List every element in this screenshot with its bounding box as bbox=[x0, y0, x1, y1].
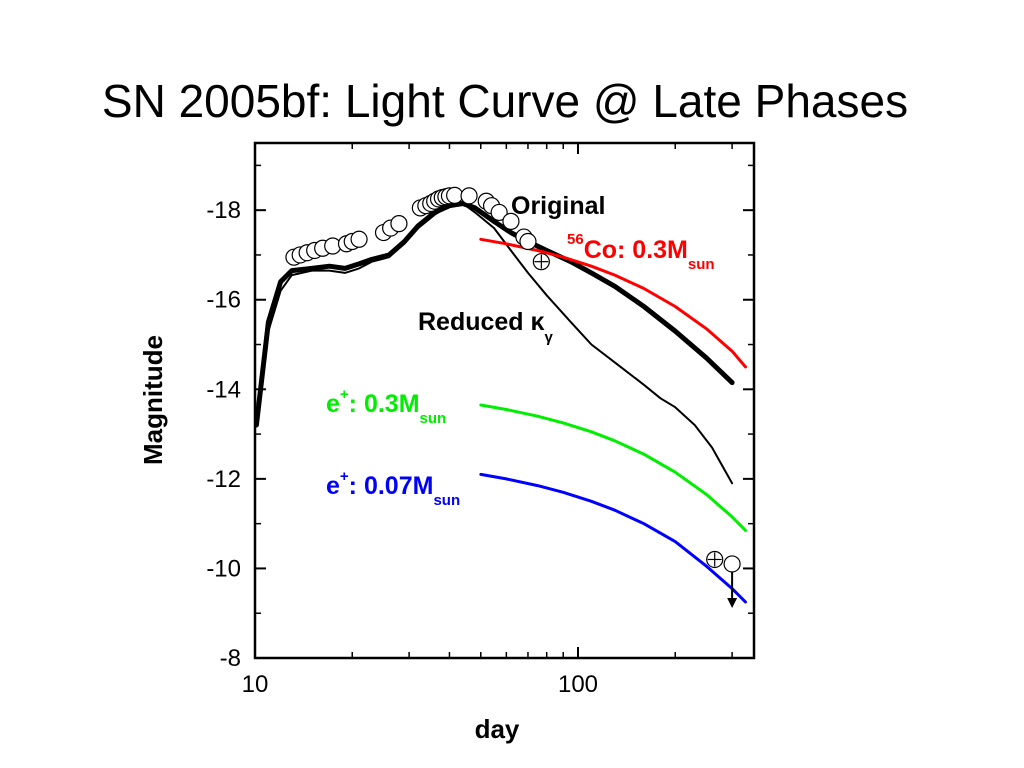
data-point bbox=[723, 555, 741, 573]
annotation-co56-sup: 56 bbox=[567, 231, 584, 248]
annotation-co56-sub: sun bbox=[688, 256, 715, 273]
data-point bbox=[502, 212, 520, 230]
slide-title: SN 2005bf: Light Curve @ Late Phases bbox=[101, 75, 909, 127]
annotation-positron-007-text: : 0.07M bbox=[349, 472, 434, 500]
annotation-reduced-text: Reduced κ bbox=[418, 308, 545, 336]
data-point bbox=[446, 186, 464, 204]
annotation-positron-007-e: e bbox=[326, 472, 340, 500]
annotation-positron-03-sub: sun bbox=[420, 410, 447, 427]
y-tick-label: -14 bbox=[206, 376, 241, 403]
data-point bbox=[390, 215, 408, 233]
annotation-positron-03-sup: + bbox=[340, 386, 349, 403]
plot-frame bbox=[253, 141, 756, 660]
model-curve-1 bbox=[267, 202, 734, 485]
annotation-co56-text: Co: 0.3M bbox=[584, 236, 688, 264]
y-axis-label: Magnitude bbox=[138, 335, 168, 465]
x-tick-label: 10 bbox=[242, 671, 269, 698]
annotation-original-text: Original bbox=[511, 192, 605, 220]
y-tick-label: -12 bbox=[206, 466, 241, 493]
y-tick-label: -10 bbox=[206, 555, 241, 582]
annotation-positron-03: e+: 0.3Msun bbox=[326, 386, 446, 427]
x-tick-label: 100 bbox=[558, 671, 598, 698]
annotation-positron-007-sub: sun bbox=[433, 492, 460, 509]
upper-limit-arrow-head bbox=[727, 597, 738, 608]
x-axis-label: day bbox=[475, 714, 520, 744]
y-tick-label: -16 bbox=[206, 287, 241, 314]
y-tick-label: -18 bbox=[206, 197, 241, 224]
annotation-positron-007-sup: + bbox=[340, 468, 349, 485]
y-tick-label: -8 bbox=[220, 645, 241, 672]
model-curve-3 bbox=[479, 403, 747, 532]
annotation-reduced-sub: γ bbox=[544, 329, 553, 346]
data-point bbox=[460, 187, 478, 205]
model-curve-4 bbox=[479, 472, 747, 604]
data-point bbox=[350, 230, 368, 248]
annotation-positron-007: e+: 0.07Msun bbox=[326, 468, 460, 509]
annotation-co56: 56Co: 0.3Msun bbox=[567, 231, 715, 273]
data-point bbox=[519, 232, 537, 251]
annotation-positron-03-e: e bbox=[326, 390, 340, 418]
annotation-original: Original bbox=[511, 192, 605, 220]
annotation-positron-03-text: : 0.3M bbox=[349, 390, 420, 418]
data-point bbox=[490, 203, 508, 222]
annotation-reduced: Reduced κγ bbox=[418, 308, 553, 346]
